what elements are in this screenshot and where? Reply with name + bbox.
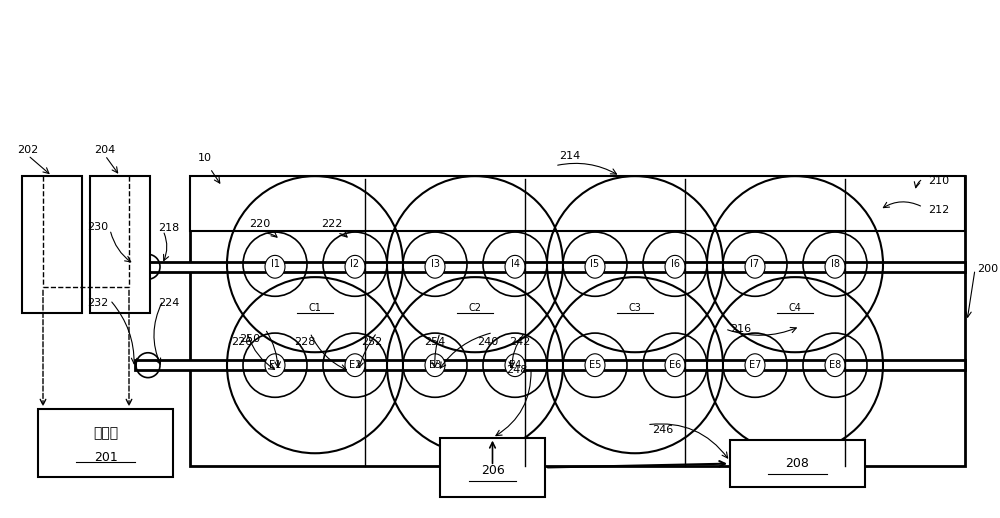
Text: 248: 248 — [506, 365, 527, 376]
Text: 220: 220 — [249, 219, 271, 229]
Ellipse shape — [425, 354, 445, 377]
Text: 202: 202 — [17, 146, 39, 155]
Ellipse shape — [585, 354, 605, 377]
Bar — [190, 176, 965, 466]
Ellipse shape — [345, 255, 365, 278]
Ellipse shape — [585, 255, 605, 278]
Bar — [730, 440, 865, 487]
Text: 214: 214 — [559, 151, 581, 161]
Ellipse shape — [505, 354, 525, 377]
Text: E1: E1 — [269, 360, 281, 370]
Text: I5: I5 — [590, 259, 600, 269]
Text: 216: 216 — [730, 324, 751, 334]
Ellipse shape — [665, 354, 685, 377]
Text: 204: 204 — [94, 146, 116, 155]
Text: 226: 226 — [231, 337, 253, 347]
Text: I7: I7 — [750, 259, 760, 269]
Text: E2: E2 — [349, 360, 361, 370]
Text: I8: I8 — [831, 259, 840, 269]
Bar — [135, 262, 965, 272]
Text: I1: I1 — [270, 259, 280, 269]
Bar — [440, 438, 545, 497]
Bar — [135, 360, 965, 370]
Text: 212: 212 — [928, 205, 949, 215]
Text: E8: E8 — [829, 360, 841, 370]
Text: 222: 222 — [321, 219, 343, 229]
Text: I3: I3 — [430, 259, 440, 269]
Text: 218: 218 — [158, 223, 179, 233]
Ellipse shape — [665, 255, 685, 278]
Text: 201: 201 — [94, 451, 117, 464]
Text: 252: 252 — [361, 337, 383, 347]
Text: 200: 200 — [977, 264, 998, 275]
Text: I2: I2 — [350, 259, 360, 269]
Ellipse shape — [825, 354, 845, 377]
Text: C1: C1 — [309, 304, 321, 313]
Text: C2: C2 — [468, 304, 482, 313]
Text: 230: 230 — [87, 222, 108, 232]
Text: 228: 228 — [294, 337, 316, 347]
Text: I4: I4 — [511, 259, 520, 269]
Text: E5: E5 — [589, 360, 601, 370]
Text: 210: 210 — [928, 176, 949, 186]
Ellipse shape — [745, 354, 765, 377]
Ellipse shape — [265, 255, 285, 278]
Text: 10: 10 — [198, 153, 212, 163]
Text: 242: 242 — [509, 337, 531, 347]
Ellipse shape — [505, 255, 525, 278]
Text: 控制器: 控制器 — [93, 426, 118, 440]
Bar — [190, 176, 965, 231]
Bar — [22, 176, 82, 313]
Text: 232: 232 — [87, 297, 108, 308]
Text: 246: 246 — [652, 425, 673, 435]
Text: 224: 224 — [158, 298, 179, 308]
Text: E6: E6 — [669, 360, 681, 370]
Text: E3: E3 — [429, 360, 441, 370]
Bar — [38, 409, 173, 477]
Ellipse shape — [345, 354, 365, 377]
Ellipse shape — [425, 255, 445, 278]
Bar — [90, 176, 150, 313]
Ellipse shape — [265, 354, 285, 377]
Ellipse shape — [745, 255, 765, 278]
Text: I6: I6 — [670, 259, 680, 269]
Text: E4: E4 — [509, 360, 521, 370]
Text: 254: 254 — [424, 337, 446, 347]
Text: E7: E7 — [749, 360, 761, 370]
Text: C4: C4 — [789, 304, 801, 313]
Text: 240: 240 — [477, 337, 499, 347]
Text: C3: C3 — [629, 304, 641, 313]
Text: 208: 208 — [786, 457, 809, 470]
Text: 250: 250 — [239, 334, 261, 344]
Text: 206: 206 — [481, 464, 504, 477]
Ellipse shape — [825, 255, 845, 278]
